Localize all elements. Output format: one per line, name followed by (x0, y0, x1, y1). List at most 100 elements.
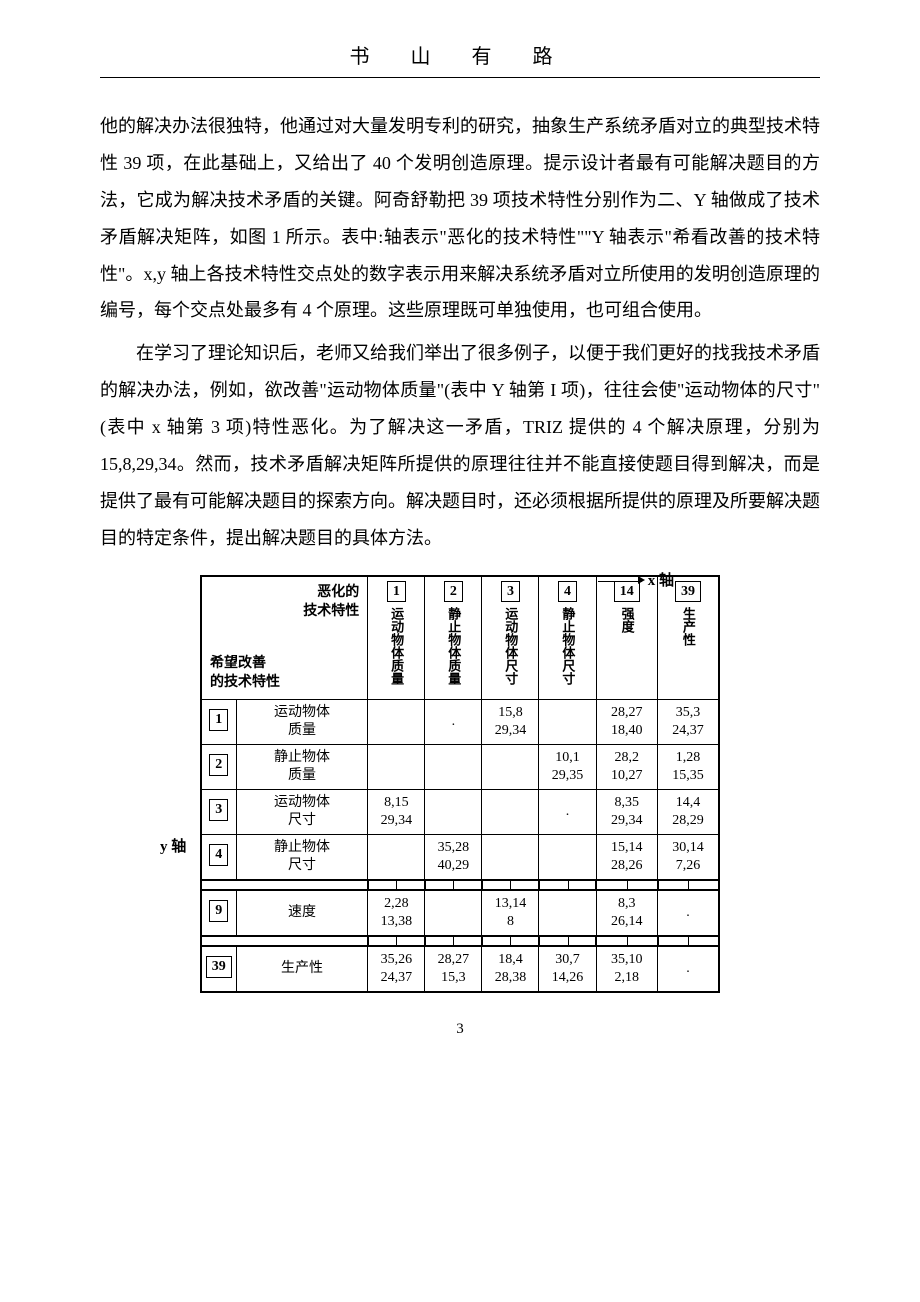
cell: . (658, 890, 720, 936)
col-header-6: 39 生产性 (658, 576, 720, 700)
cell: 18,428,38 (482, 946, 539, 992)
paragraph-2: 在学习了理论知识后，老师又给我们举出了很多例子，以便于我们更好的找我技术矛盾的解… (100, 335, 820, 556)
cell (539, 890, 596, 936)
row-label: 运动物体尺寸 (236, 789, 368, 834)
gap-cell (596, 936, 657, 946)
gap-cell (596, 880, 657, 890)
table-row: 9 速度 2,2813,38 13,148 8,326,14 . (201, 890, 719, 936)
row-num: 1 (201, 699, 236, 744)
row-num-box: 1 (209, 709, 228, 731)
cell: 8,1529,34 (368, 789, 425, 834)
cell: 35,324,37 (658, 699, 720, 744)
cell: 2,2813,38 (368, 890, 425, 936)
cell: 28,2718,40 (596, 699, 657, 744)
gap-cell (368, 936, 425, 946)
cell (425, 789, 482, 834)
gap-cell (425, 936, 482, 946)
contradiction-matrix: 恶化的技术特性 希望改善的技术特性 1 运动物体质量 2 静止物体质量 3 运动… (200, 575, 720, 993)
page-header: 书 山 有 路 (100, 40, 820, 78)
cell: 30,714,26 (539, 946, 596, 992)
cell (368, 834, 425, 880)
gap-cell (201, 936, 368, 946)
col-header-3: 3 运动物体尺寸 (482, 576, 539, 700)
header-row: 恶化的技术特性 希望改善的技术特性 1 运动物体质量 2 静止物体质量 3 运动… (201, 576, 719, 700)
page: 书 山 有 路 他的解决办法很独特，他通过对大量发明专利的研究，抽象生产系统矛盾… (0, 0, 920, 1068)
cell: 15,1428,26 (596, 834, 657, 880)
row-label: 静止物体质量 (236, 744, 368, 789)
col-label-6: 生产性 (681, 607, 695, 646)
col-num-1: 1 (387, 581, 406, 603)
table-row: 2 静止物体质量 10,129,35 28,210,27 1,2815,35 (201, 744, 719, 789)
cell (539, 834, 596, 880)
corner-cell: 恶化的技术特性 希望改善的技术特性 (201, 576, 368, 700)
col-header-2: 2 静止物体质量 (425, 576, 482, 700)
col-label-5: 强度 (620, 607, 634, 633)
gap-cell (201, 880, 368, 890)
row-num-box: 39 (206, 956, 232, 978)
figure-container: x 轴 y 轴 恶化的技术特性 希望改善的技术特性 (100, 575, 820, 993)
col-header-1: 1 运动物体质量 (368, 576, 425, 700)
row-label: 生产性 (236, 946, 368, 992)
row-num: 9 (201, 890, 236, 936)
corner-bottom-label: 希望改善的技术特性 (210, 654, 280, 693)
cell (482, 789, 539, 834)
cell: 1,2815,35 (658, 744, 720, 789)
cell (539, 699, 596, 744)
cell (425, 890, 482, 936)
gap-cell (658, 936, 720, 946)
gap-row (201, 936, 719, 946)
cell: 8,3529,34 (596, 789, 657, 834)
cell: 30,147,26 (658, 834, 720, 880)
gap-cell (482, 880, 539, 890)
cell (482, 834, 539, 880)
cell (368, 699, 425, 744)
cell: 35,2624,37 (368, 946, 425, 992)
row-num-box: 4 (209, 844, 228, 866)
gap-cell (368, 880, 425, 890)
row-num: 3 (201, 789, 236, 834)
x-axis-label: x 轴 (598, 569, 674, 590)
paragraph-1: 他的解决办法很独特，他通过对大量发明专利的研究，抽象生产系统矛盾对立的典型技术特… (100, 108, 820, 329)
cell (482, 744, 539, 789)
cell: 35,102,18 (596, 946, 657, 992)
col-num-3: 3 (501, 581, 520, 603)
table-row: 4 静止物体尺寸 35,2840,29 15,1428,26 30,147,26 (201, 834, 719, 880)
cell (368, 744, 425, 789)
gap-cell (539, 880, 596, 890)
cell: 13,148 (482, 890, 539, 936)
col-label-1: 运动物体质量 (390, 607, 404, 685)
cell: 28,2715,3 (425, 946, 482, 992)
cell (425, 744, 482, 789)
col-num-4: 4 (558, 581, 577, 603)
col-label-3: 运动物体尺寸 (504, 607, 518, 685)
row-num: 4 (201, 834, 236, 880)
cell: 35,2840,29 (425, 834, 482, 880)
col-num-2: 2 (444, 581, 463, 603)
col-label-4: 静止物体尺寸 (561, 607, 575, 685)
row-label: 运动物体质量 (236, 699, 368, 744)
cell: 15,829,34 (482, 699, 539, 744)
table-row: 3 运动物体尺寸 8,1529,34 . 8,3529,34 14,428,29 (201, 789, 719, 834)
gap-cell (658, 880, 720, 890)
cell: . (658, 946, 720, 992)
row-num: 2 (201, 744, 236, 789)
col-header-5: 14 强度 (596, 576, 657, 700)
row-num: 39 (201, 946, 236, 992)
cell: 10,129,35 (539, 744, 596, 789)
row-num-box: 2 (209, 754, 228, 776)
gap-row (201, 880, 719, 890)
table-row: 39 生产性 35,2624,37 28,2715,3 18,428,38 30… (201, 946, 719, 992)
table-row: 1 运动物体质量 . 15,829,34 28,2718,40 35,324,3… (201, 699, 719, 744)
contradiction-matrix-figure: x 轴 y 轴 恶化的技术特性 希望改善的技术特性 (200, 575, 720, 993)
cell: . (539, 789, 596, 834)
page-number: 3 (100, 1021, 820, 1038)
cell: . (425, 699, 482, 744)
gap-cell (425, 880, 482, 890)
row-label: 静止物体尺寸 (236, 834, 368, 880)
col-header-4: 4 静止物体尺寸 (539, 576, 596, 700)
cell: 14,428,29 (658, 789, 720, 834)
col-label-2: 静止物体质量 (447, 607, 461, 685)
row-label: 速度 (236, 890, 368, 936)
row-num-box: 9 (209, 900, 228, 922)
y-axis-label: y 轴 (160, 835, 186, 856)
